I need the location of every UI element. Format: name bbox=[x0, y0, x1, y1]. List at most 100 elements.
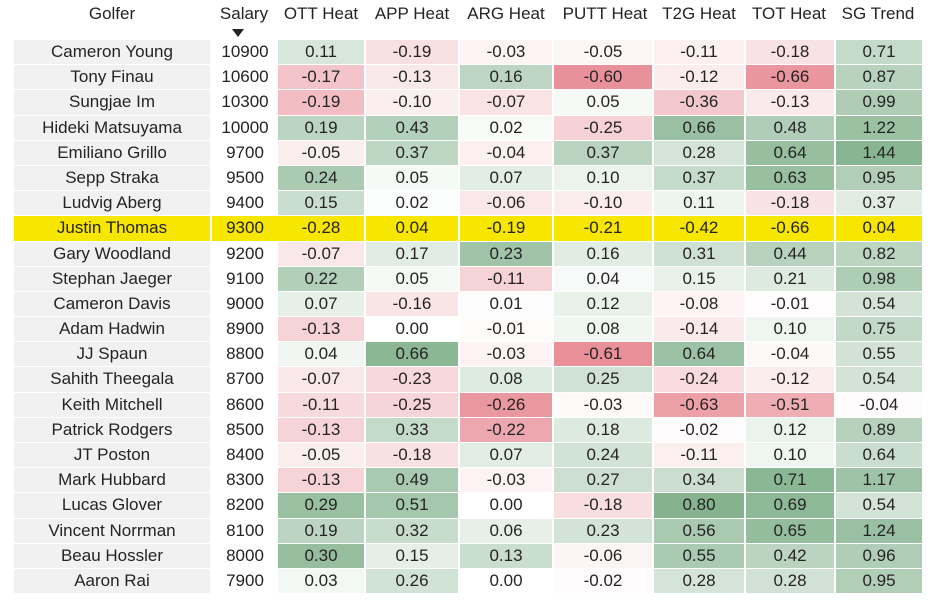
cell-t2g: -0.24 bbox=[654, 367, 744, 392]
cell-tot: 0.21 bbox=[746, 266, 834, 291]
cell-arg: -0.03 bbox=[460, 40, 552, 65]
cell-putt: 0.04 bbox=[554, 266, 652, 291]
cell-t2g: 0.34 bbox=[654, 468, 744, 493]
table-row[interactable]: Keith Mitchell 8600 -0.11 -0.25 -0.26 -0.03 -0… bbox=[14, 392, 922, 418]
cell-arg: 0.00 bbox=[460, 568, 552, 594]
sort-descending-icon[interactable] bbox=[232, 29, 244, 37]
cell-putt: -0.60 bbox=[554, 65, 652, 90]
cell-arg: -0.07 bbox=[460, 90, 552, 115]
cell-app: 0.51 bbox=[366, 493, 458, 518]
table-row[interactable]: JT Poston 8400 -0.05 -0.18 0.07 0.24 -0.11 0.10… bbox=[14, 443, 922, 468]
column-header-ott-heat[interactable]: OTT Heat bbox=[283, 4, 359, 23]
cell-t2g: 0.37 bbox=[654, 165, 744, 191]
cell-ott: -0.05 bbox=[278, 443, 364, 468]
table-row[interactable]: Sepp Straka 9500 0.24 0.05 0.07 0.10 0.37 0.63 0… bbox=[14, 165, 922, 191]
cell-putt: 0.23 bbox=[554, 518, 652, 543]
table-row[interactable]: Adam Hadwin 8900 -0.13 0.00 -0.01 0.08 -0.14 0.… bbox=[14, 317, 922, 342]
cell-t2g: -0.42 bbox=[654, 216, 744, 241]
table-body: Cameron Young 10900 0.11 -0.19 -0.03 -0.05 -0.… bbox=[14, 40, 922, 594]
cell-app: 0.17 bbox=[366, 241, 458, 266]
cell-sg: 0.37 bbox=[836, 191, 922, 216]
cell-tot: 0.48 bbox=[746, 115, 834, 140]
table-row[interactable]: Lucas Glover 8200 0.29 0.51 0.00 -0.18 0.80 0.6… bbox=[14, 493, 922, 518]
cell-t2g: 0.11 bbox=[654, 191, 744, 216]
table-row[interactable]: JJ Spaun 8800 0.04 0.66 -0.03 -0.61 0.64 -0.04 0… bbox=[14, 342, 922, 367]
cell-tot: -0.66 bbox=[746, 216, 834, 241]
cell-app: -0.25 bbox=[366, 392, 458, 417]
table-row[interactable]: Mark Hubbard 8300 -0.13 0.49 -0.03 0.27 0.34 0.… bbox=[14, 468, 922, 493]
column-header-tot-heat[interactable]: TOT Heat bbox=[751, 4, 826, 23]
cell-putt: -0.61 bbox=[554, 342, 652, 367]
cell-putt: -0.06 bbox=[554, 543, 652, 568]
column-header-putt-heat[interactable]: PUTT Heat bbox=[562, 4, 648, 23]
table-row[interactable]: Sahith Theegala 8700 -0.07 -0.23 0.08 0.25 -0.… bbox=[14, 367, 922, 392]
column-header-app-heat[interactable]: APP Heat bbox=[374, 4, 450, 23]
cell-golfer: Cameron Young bbox=[14, 40, 210, 65]
table-row[interactable]: Patrick Rodgers 8500 -0.13 0.33 -0.22 0.18 -0.… bbox=[14, 417, 922, 443]
cell-app: -0.23 bbox=[366, 367, 458, 392]
cell-arg: -0.04 bbox=[460, 140, 552, 165]
scroll-clip bbox=[0, 595, 940, 601]
cell-golfer: Cameron Davis bbox=[14, 291, 210, 317]
cell-tot: -0.01 bbox=[746, 291, 834, 317]
cell-arg: -0.03 bbox=[460, 468, 552, 493]
cell-golfer: Patrick Rodgers bbox=[14, 417, 210, 442]
cell-ott: 0.19 bbox=[278, 518, 364, 543]
cell-arg: 0.08 bbox=[460, 367, 552, 392]
table-row[interactable]: Beau Hossler 8000 0.30 0.15 0.13 -0.06 0.55 0.4… bbox=[14, 543, 922, 569]
table-row[interactable]: Stephan Jaeger 9100 0.22 0.05 -0.11 0.04 0.15 0… bbox=[14, 266, 922, 292]
column-header-golfer[interactable]: Golfer bbox=[88, 4, 136, 23]
cell-golfer: Beau Hossler bbox=[14, 543, 210, 568]
cell-ott: -0.17 bbox=[278, 65, 364, 90]
table-row[interactable]: Vincent Norrman 8100 0.19 0.32 0.06 0.23 0.56 0… bbox=[14, 518, 922, 544]
cell-t2g: 0.55 bbox=[654, 543, 744, 568]
cell-ott: 0.03 bbox=[278, 568, 364, 594]
column-header-salary[interactable]: Salary bbox=[219, 4, 269, 23]
cell-app: -0.19 bbox=[366, 40, 458, 65]
cell-golfer: JJ Spaun bbox=[14, 342, 210, 367]
cell-golfer: JT Poston bbox=[14, 443, 210, 468]
cell-ott: 0.30 bbox=[278, 543, 364, 568]
table-row[interactable]: Cameron Davis 9000 0.07 -0.16 0.01 0.12 -0.08-… bbox=[14, 291, 922, 317]
cell-t2g: -0.14 bbox=[654, 317, 744, 342]
table-row[interactable]: Hideki Matsuyama 10000 0.19 0.43 0.02 -0.25 0.… bbox=[14, 115, 922, 141]
cell-arg: -0.19 bbox=[460, 216, 552, 241]
cell-sg: 0.71 bbox=[836, 40, 922, 65]
cell-sg: 0.99 bbox=[836, 90, 922, 115]
cell-salary: 9500 bbox=[212, 165, 278, 191]
cell-putt: -0.02 bbox=[554, 568, 652, 594]
column-header-sg-trend[interactable]: SG Trend bbox=[841, 4, 915, 23]
table-row-highlighted[interactable]: Justin Thomas 9300 -0.28 0.04 -0.19 -0.21 -0.4… bbox=[14, 216, 922, 241]
cell-ott: 0.07 bbox=[278, 291, 364, 317]
cell-golfer: Tony Finau bbox=[14, 65, 210, 90]
cell-salary: 8400 bbox=[212, 443, 278, 468]
table-row[interactable]: Cameron Young 10900 0.11 -0.19 -0.03 -0.05 -0.… bbox=[14, 40, 922, 65]
column-header-t2g-heat[interactable]: T2G Heat bbox=[662, 4, 736, 23]
cell-t2g: 0.28 bbox=[654, 140, 744, 165]
table-row[interactable]: Tony Finau 10600 -0.17 -0.13 0.16 -0.60 -0.12-… bbox=[14, 65, 922, 90]
cell-tot: 0.28 bbox=[746, 568, 834, 594]
cell-ott: -0.19 bbox=[278, 90, 364, 115]
table-row[interactable]: Emiliano Grillo 9700 -0.05 0.37 -0.04 0.37 0.2… bbox=[14, 140, 922, 166]
table-row[interactable]: Aaron Rai 7900 0.03 0.26 0.00 -0.02 0.28 0.28 0.… bbox=[14, 568, 922, 594]
cell-tot: 0.63 bbox=[746, 165, 834, 191]
cell-salary: 8200 bbox=[212, 493, 278, 518]
cell-ott: 0.22 bbox=[278, 266, 364, 291]
header-row: Golfer Salary OTT Heat APP Heat ARG Heat… bbox=[14, 0, 922, 40]
cell-putt: 0.37 bbox=[554, 140, 652, 165]
cell-salary: 10600 bbox=[212, 65, 278, 90]
cell-t2g: 0.66 bbox=[654, 115, 744, 140]
cell-putt: 0.24 bbox=[554, 443, 652, 468]
table-row[interactable]: Gary Woodland 9200 -0.07 0.17 0.23 0.16 0.31 0.… bbox=[14, 241, 922, 267]
cell-tot: 0.65 bbox=[746, 518, 834, 543]
cell-arg: -0.11 bbox=[460, 266, 552, 291]
cell-arg: 0.02 bbox=[460, 115, 552, 140]
cell-golfer: Emiliano Grillo bbox=[14, 140, 210, 165]
column-header-arg-heat[interactable]: ARG Heat bbox=[467, 4, 545, 23]
table-row[interactable]: Ludvig Aberg 9400 0.15 0.02 -0.06 -0.10 0.11 -0… bbox=[14, 191, 922, 216]
table-row[interactable]: Sungjae Im 10300 -0.19 -0.10 -0.07 0.05 -0.36-… bbox=[14, 90, 922, 115]
cell-ott: -0.11 bbox=[278, 392, 364, 417]
cell-arg: -0.26 bbox=[460, 392, 552, 417]
cell-putt: -0.05 bbox=[554, 40, 652, 65]
cell-arg: -0.01 bbox=[460, 317, 552, 342]
